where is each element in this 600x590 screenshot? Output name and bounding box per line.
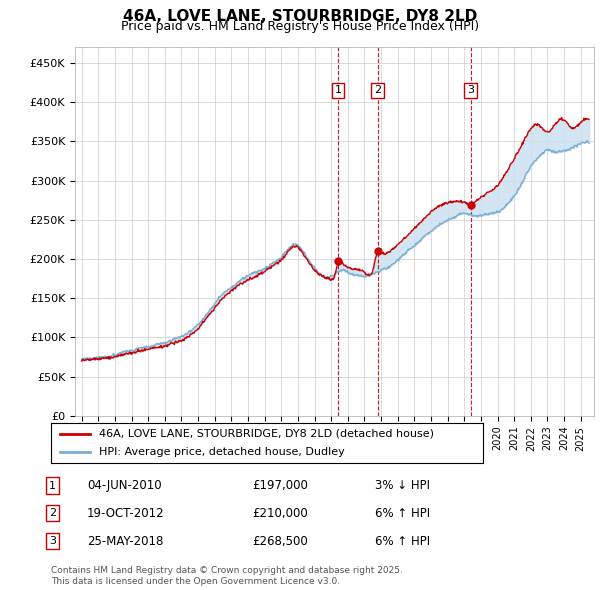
- Text: 3% ↓ HPI: 3% ↓ HPI: [375, 479, 430, 492]
- Text: 46A, LOVE LANE, STOURBRIDGE, DY8 2LD: 46A, LOVE LANE, STOURBRIDGE, DY8 2LD: [123, 9, 477, 24]
- Text: 3: 3: [49, 536, 56, 546]
- Text: £210,000: £210,000: [252, 507, 308, 520]
- Text: £268,500: £268,500: [252, 535, 308, 548]
- Text: 2: 2: [374, 86, 382, 96]
- Text: 6% ↑ HPI: 6% ↑ HPI: [375, 507, 430, 520]
- Text: 19-OCT-2012: 19-OCT-2012: [87, 507, 164, 520]
- Text: 3: 3: [467, 86, 474, 96]
- Text: 2: 2: [49, 509, 56, 518]
- Text: 25-MAY-2018: 25-MAY-2018: [87, 535, 163, 548]
- Text: 46A, LOVE LANE, STOURBRIDGE, DY8 2LD (detached house): 46A, LOVE LANE, STOURBRIDGE, DY8 2LD (de…: [98, 429, 434, 439]
- Text: Price paid vs. HM Land Registry's House Price Index (HPI): Price paid vs. HM Land Registry's House …: [121, 20, 479, 33]
- Text: £197,000: £197,000: [252, 479, 308, 492]
- Text: 6% ↑ HPI: 6% ↑ HPI: [375, 535, 430, 548]
- Text: 04-JUN-2010: 04-JUN-2010: [87, 479, 161, 492]
- Text: 1: 1: [335, 86, 341, 96]
- Text: Contains HM Land Registry data © Crown copyright and database right 2025.
This d: Contains HM Land Registry data © Crown c…: [51, 566, 403, 586]
- Text: HPI: Average price, detached house, Dudley: HPI: Average price, detached house, Dudl…: [98, 447, 344, 457]
- Text: 1: 1: [49, 481, 56, 490]
